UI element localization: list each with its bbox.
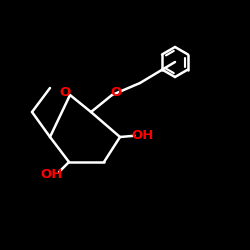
Text: O: O	[59, 86, 70, 100]
Text: O: O	[110, 86, 122, 100]
Text: OH: OH	[132, 129, 154, 142]
Text: OH: OH	[40, 168, 63, 180]
